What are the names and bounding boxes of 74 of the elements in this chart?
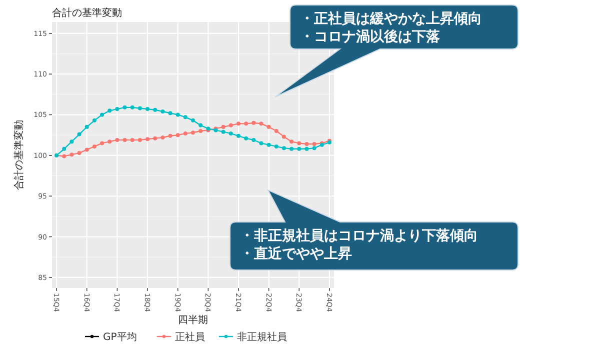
- point: [130, 138, 134, 142]
- point: [84, 124, 89, 129]
- point: [70, 152, 74, 157]
- point: [297, 146, 302, 151]
- point: [153, 136, 158, 140]
- point: [198, 129, 203, 134]
- point: [62, 146, 66, 151]
- point: [221, 130, 226, 134]
- point: [191, 130, 195, 135]
- point: [259, 122, 264, 126]
- point: [191, 118, 195, 122]
- point: [146, 137, 150, 142]
- legend-label: 正社員: [175, 331, 205, 343]
- y-axis-title: 合計の基準変動: [13, 120, 25, 190]
- point: [115, 138, 120, 142]
- point: [266, 142, 271, 147]
- point: [236, 122, 240, 126]
- point: [168, 111, 172, 116]
- point: [183, 115, 188, 120]
- point: [168, 134, 172, 138]
- point: [297, 141, 302, 146]
- point: [77, 150, 82, 155]
- point: [77, 132, 82, 136]
- point: [290, 146, 294, 151]
- point: [198, 123, 203, 128]
- point: [259, 141, 264, 146]
- point: [304, 146, 309, 151]
- point: [282, 146, 286, 150]
- point: [160, 109, 165, 114]
- point: [100, 112, 104, 117]
- point: [153, 108, 158, 112]
- point: [130, 105, 134, 110]
- point: [252, 138, 256, 142]
- point: [138, 106, 142, 110]
- point: [70, 140, 74, 144]
- point: [244, 136, 248, 140]
- point: [304, 142, 309, 146]
- point: [115, 107, 120, 112]
- point: [62, 154, 66, 158]
- point: [252, 120, 256, 125]
- annotation: ・非正規社員はコロナ渦より下落傾向: [240, 228, 478, 244]
- point: [84, 148, 89, 152]
- point: [138, 138, 142, 142]
- point: [122, 105, 127, 110]
- annotation: ・正社員は緩やかな上昇傾向: [300, 11, 482, 27]
- chart-title: 合計の基準変動: [52, 7, 122, 19]
- point: [92, 144, 96, 148]
- x-axis-title: 四半期: [178, 314, 208, 326]
- point: [92, 118, 96, 122]
- legend-label: GP平均: [103, 331, 137, 343]
- annotation: ・直近でやや上昇: [240, 245, 352, 262]
- point: [244, 122, 248, 126]
- point: [236, 134, 240, 138]
- point: [312, 142, 316, 146]
- point: [146, 107, 150, 112]
- point: [183, 131, 188, 136]
- point: [100, 141, 104, 146]
- point: [160, 136, 165, 140]
- point: [274, 144, 278, 148]
- point: [176, 133, 180, 138]
- point: [274, 129, 278, 134]
- point: [312, 146, 316, 150]
- point: [221, 124, 226, 129]
- point: [176, 112, 180, 117]
- point: [266, 124, 271, 129]
- point: [122, 138, 127, 142]
- annotation: ・コロナ渦以後は下落: [300, 29, 441, 45]
- point: [282, 134, 286, 139]
- point: [228, 131, 233, 136]
- legend-label: 非正規社員: [237, 331, 287, 343]
- point: [290, 140, 294, 144]
- point: [108, 108, 112, 113]
- point: [228, 123, 233, 128]
- point: [108, 140, 112, 144]
